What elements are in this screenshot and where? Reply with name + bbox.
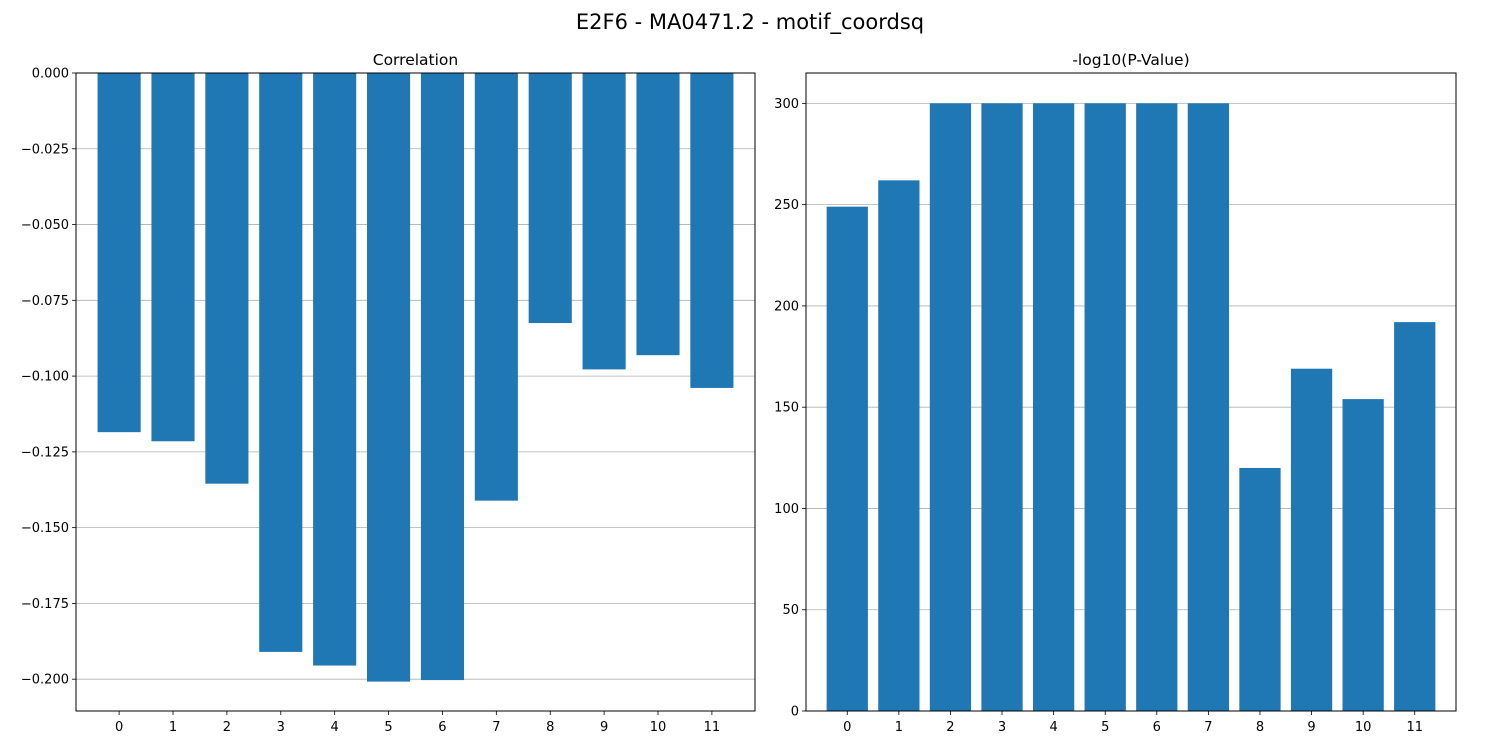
bar-1	[878, 180, 920, 711]
figure-title: E2F6 - MA0471.2 - motif_coordsq	[575, 10, 925, 34]
x-tick-label: 1	[169, 720, 177, 735]
bar-10	[636, 73, 680, 356]
bar-0	[826, 206, 868, 711]
x-tick-label: 1	[895, 720, 903, 735]
bar-4	[1032, 103, 1075, 711]
bar-11	[1394, 322, 1436, 711]
bar-11	[690, 73, 734, 388]
bar-10	[1342, 399, 1384, 711]
x-tick-label: 10	[650, 720, 667, 735]
x-tick-label: 8	[1256, 720, 1264, 735]
bar-6	[420, 73, 464, 681]
bar-2	[929, 103, 972, 711]
chart-title: Correlation	[373, 51, 458, 69]
chart-1: 0 1 2 3 4 5 6 7 8 9 10 11 0.000 −0.025 −0.050 −0.075 −0.…	[21, 51, 756, 735]
axes-frame	[75, 72, 756, 712]
bar-3	[259, 73, 303, 652]
x-tick-label: 5	[1101, 720, 1109, 735]
x-tick-label: 2	[946, 720, 954, 735]
bar-2	[205, 73, 249, 484]
y-tick-label: 0	[791, 705, 799, 720]
x-tick-label: 3	[277, 720, 285, 735]
y-tick-label: −0.100	[21, 370, 69, 385]
bar-0	[97, 73, 141, 433]
x-tick-label: 10	[1355, 720, 1372, 735]
bar-4	[313, 73, 357, 666]
x-tick-label: 11	[1406, 720, 1423, 735]
y-tick-label: −0.200	[21, 673, 69, 688]
y-tick-label: 150	[774, 401, 799, 416]
x-tick-label: 7	[492, 720, 500, 735]
y-tick-label: −0.175	[21, 597, 69, 612]
bar-5	[367, 73, 411, 682]
x-tick-label: 4	[1049, 720, 1057, 735]
x-tick-label: 11	[704, 720, 721, 735]
bar-7	[1187, 103, 1230, 711]
x-tick-label: 3	[998, 720, 1006, 735]
y-tick-label: −0.075	[21, 294, 69, 309]
x-tick-label: 8	[546, 720, 554, 735]
x-tick-label: 5	[384, 720, 392, 735]
y-tick-label: −0.150	[21, 521, 69, 536]
y-tick-label: 100	[774, 502, 799, 517]
bar-8	[1239, 467, 1281, 711]
y-tick-label: 250	[774, 198, 799, 213]
x-tick-label: 9	[1307, 720, 1315, 735]
x-tick-label: 4	[331, 720, 339, 735]
y-tick-label: −0.125	[21, 445, 69, 460]
y-tick-label: −0.025	[21, 142, 69, 157]
y-tick-label: 50	[782, 603, 799, 618]
x-tick-label: 6	[1153, 720, 1161, 735]
bar-9	[1290, 368, 1333, 711]
y-tick-label: 300	[774, 97, 799, 112]
bar-9	[582, 73, 626, 370]
bar-6	[1136, 103, 1178, 711]
x-tick-label: 7	[1204, 720, 1212, 735]
bar-5	[1084, 103, 1126, 711]
y-tick-label: 200	[774, 299, 799, 314]
bar-3	[981, 103, 1023, 711]
y-tick-label: 0.000	[32, 67, 69, 82]
x-tick-label: 9	[600, 720, 608, 735]
axes-frame	[805, 72, 1457, 712]
bar-8	[528, 73, 572, 324]
chart-title: -log10(P-Value)	[1072, 51, 1189, 69]
bar-1	[151, 73, 195, 442]
bar-7	[474, 73, 518, 501]
x-tick-label: 0	[843, 720, 851, 735]
x-tick-label: 6	[438, 720, 446, 735]
chart-2: 0 1 2 3 4 5 6 7 8 9 10 11 0 50 100 150 200 250 300 -log10(P…	[774, 51, 1457, 735]
y-tick-label: −0.050	[21, 218, 69, 233]
x-tick-label: 0	[115, 720, 123, 735]
x-tick-label: 2	[223, 720, 231, 735]
